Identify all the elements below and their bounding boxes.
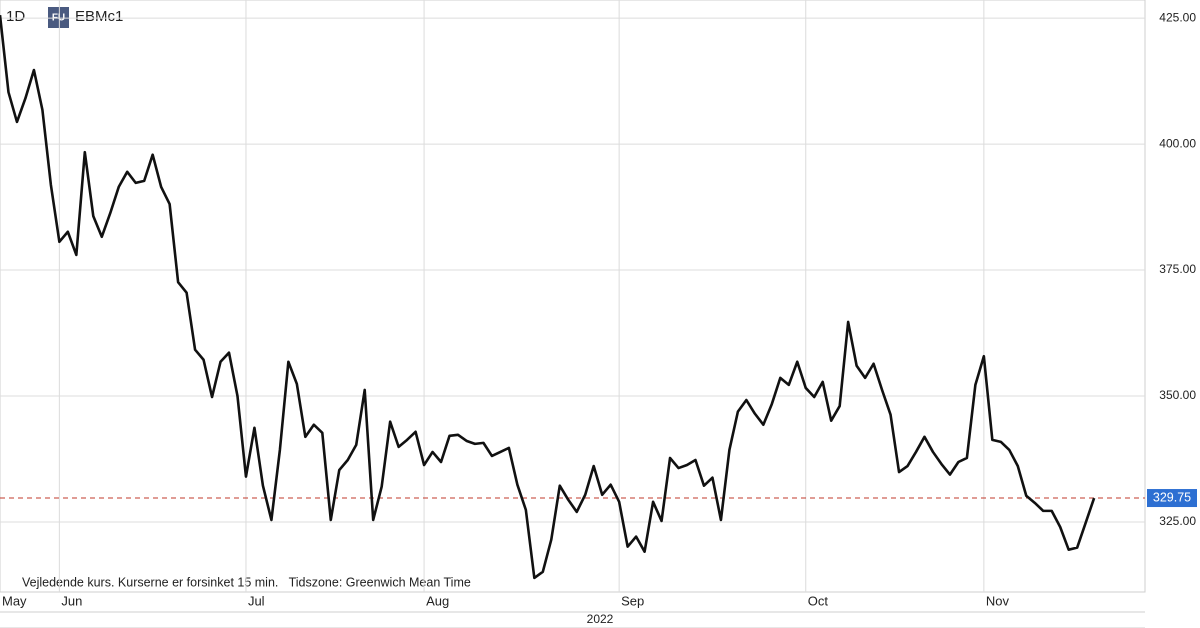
x-tick-label: Jul [248,593,265,608]
y-tick-label: 350.00 [1159,388,1196,402]
year-label: 2022 [587,612,614,626]
x-tick-label: Nov [986,593,1010,608]
x-tick-label: Jun [61,593,82,608]
x-tick-label: Sep [621,593,644,608]
interval: 1D [6,8,25,25]
y-tick-label: 400.00 [1159,136,1196,150]
y-tick-label: 425.00 [1159,10,1196,24]
y-tick-label: 325.00 [1159,514,1196,528]
y-tick-label: 375.00 [1159,262,1196,276]
price-line [0,14,1096,580]
last-price-badge [1147,489,1197,508]
symbol: EBMc1 [75,8,123,25]
last-price-label: 329.75 [1153,490,1191,504]
x-tick-label: Oct [808,593,829,608]
badge-bg [48,7,69,28]
x-tick-label: May [2,593,27,608]
x-tick-label: Aug [426,593,449,608]
plot-frame [0,0,1146,593]
